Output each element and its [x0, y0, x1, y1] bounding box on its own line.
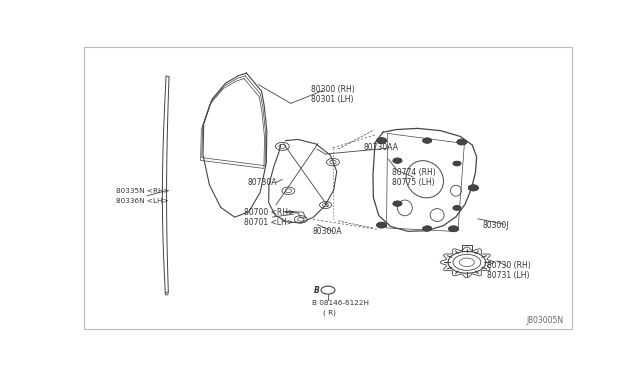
Text: 80300 (RH): 80300 (RH) [310, 84, 355, 93]
Text: 80730AA: 80730AA [364, 143, 399, 152]
Circle shape [423, 226, 431, 231]
Circle shape [393, 201, 402, 206]
Text: 80301 (LH): 80301 (LH) [310, 95, 353, 104]
Circle shape [393, 158, 402, 163]
Text: 80300A: 80300A [312, 227, 342, 236]
Circle shape [457, 139, 467, 145]
Circle shape [423, 138, 431, 143]
Circle shape [453, 206, 461, 210]
Text: 80336N <LH>: 80336N <LH> [116, 198, 168, 204]
Circle shape [376, 138, 387, 144]
Text: B: B [314, 286, 320, 295]
Text: 80701 <LH>: 80701 <LH> [244, 218, 292, 227]
Text: J803005N: J803005N [527, 316, 564, 325]
Circle shape [376, 222, 387, 228]
Circle shape [449, 226, 458, 232]
Text: 80774 (RH): 80774 (RH) [392, 168, 436, 177]
Text: 80335N <RH>: 80335N <RH> [116, 188, 170, 194]
Circle shape [453, 161, 461, 166]
Text: 80300J: 80300J [483, 221, 509, 230]
Text: 80731 (LH): 80731 (LH) [486, 271, 529, 280]
Text: 80700 <RH>: 80700 <RH> [244, 208, 294, 217]
Text: 80775 (LH): 80775 (LH) [392, 178, 435, 187]
Circle shape [468, 185, 478, 191]
Text: 80730A: 80730A [248, 178, 277, 187]
Text: B 08146-6122H: B 08146-6122H [312, 300, 369, 306]
Text: ( R): ( R) [323, 309, 336, 316]
Text: 80730 (RH): 80730 (RH) [486, 261, 531, 270]
